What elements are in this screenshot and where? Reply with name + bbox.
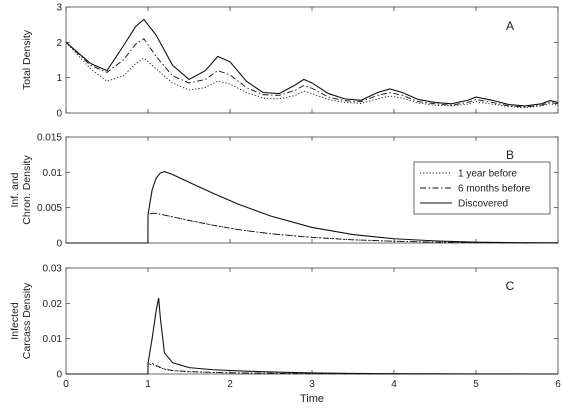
x-tick-label: 4 xyxy=(391,379,397,390)
series-line-1-year-before xyxy=(66,212,559,244)
y-axis-label: Infected xyxy=(9,302,21,340)
series-line-6-months-before xyxy=(66,212,559,244)
panel-letter: C xyxy=(506,279,515,293)
series-line-1-year-before xyxy=(65,42,559,109)
series-line-6-months-before xyxy=(65,38,559,108)
y-tick-label: 0.01 xyxy=(43,168,63,179)
y-tick-label: 0.005 xyxy=(37,203,62,214)
x-tick-label: 6 xyxy=(555,379,561,390)
x-axis-label: Time xyxy=(300,393,324,405)
y-tick-label: 0.03 xyxy=(43,264,63,275)
series-line-discovered xyxy=(65,18,559,107)
x-tick-label: 3 xyxy=(309,379,315,390)
y-axis-label: Total Density xyxy=(21,29,33,90)
series-line-6-months-before xyxy=(66,362,559,375)
y-tick-label: 0 xyxy=(56,370,62,381)
y-tick-label: 3 xyxy=(56,3,62,14)
y-tick-label: 0.02 xyxy=(43,299,63,310)
series-line-discovered xyxy=(66,171,559,244)
panel-c: 0 0.01 0.02 0.03 0 1 2 3 4 5 6 C Infected Carcass Den… xyxy=(9,264,561,391)
legend-entry: Discovered xyxy=(458,199,508,210)
y-tick-label: 0 xyxy=(56,239,62,250)
y-axis-label: Chron. Density xyxy=(21,155,33,225)
y-tick-label: 0.01 xyxy=(43,334,63,345)
x-tick-label: 2 xyxy=(227,379,233,390)
panel-a: 0 1 2 3 A Total Density xyxy=(21,3,559,120)
panel-letter: B xyxy=(506,148,514,162)
plot-frame xyxy=(65,267,559,375)
legend-entry: 1 year before xyxy=(458,169,517,180)
x-tick-label: 5 xyxy=(473,379,479,390)
legend-entry: 6 months before xyxy=(458,184,531,195)
y-tick-label: 2 xyxy=(56,38,62,49)
panel-letter: A xyxy=(506,19,514,33)
y-tick-label: 1 xyxy=(56,73,62,84)
panel-b: 0 0.005 0.01 0.015 B Inf. and Chron. Density xyxy=(9,133,559,250)
x-tick-label: 1 xyxy=(145,379,151,390)
legend: 1 year before 6 months before Discovered xyxy=(413,161,551,215)
y-tick-label: 0.015 xyxy=(37,133,62,144)
series-line-discovered xyxy=(66,297,559,375)
y-axis-label: Inf. and xyxy=(9,172,21,207)
x-tick-label: 0 xyxy=(63,379,69,390)
y-axis-label: Carcass Density xyxy=(21,282,33,359)
y-tick-label: 0 xyxy=(56,109,62,120)
